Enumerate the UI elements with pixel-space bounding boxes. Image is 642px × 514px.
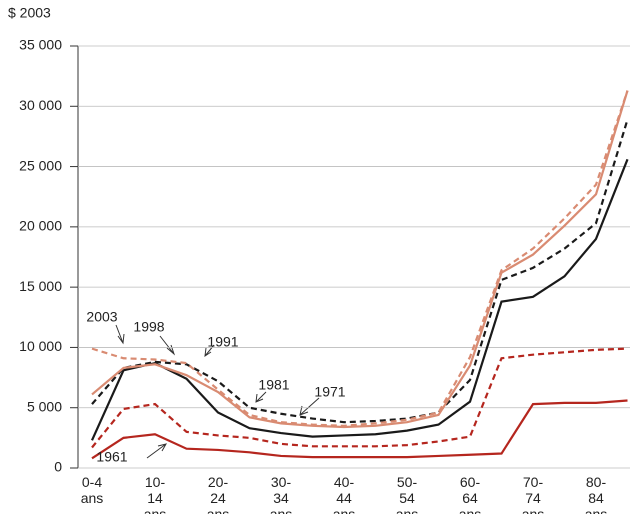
series-annotation: 2003 — [86, 309, 117, 325]
y-tick-label: 5 000 — [27, 398, 62, 414]
series-annotation: 1991 — [207, 334, 238, 350]
arrow — [204, 344, 215, 358]
x-tick-label: 80-84 ans — [584, 474, 608, 514]
y-tick-label: 25 000 — [19, 157, 62, 173]
x-tick-label: 50-54 ans — [395, 474, 419, 514]
series-line — [91, 90, 629, 429]
x-tick-label: 30-34 ans — [269, 474, 293, 514]
arrow — [115, 324, 125, 345]
annotation-arrows — [115, 324, 320, 459]
x-tick-label: 0-4 ans — [80, 474, 104, 506]
x-tick-label: 70-74 ans — [521, 474, 545, 514]
x-tick-label: 60-64 ans — [458, 474, 482, 514]
series-line — [91, 119, 629, 424]
y-tick-label: 10 000 — [19, 338, 62, 354]
series-line — [91, 347, 628, 449]
series-line — [91, 90, 629, 427]
arrow — [146, 443, 168, 459]
arrow — [299, 397, 320, 416]
y-axis-label: $ 2003 — [8, 5, 51, 21]
y-tick-label: 30 000 — [19, 97, 62, 113]
y-tick-label: 0 — [54, 459, 62, 475]
series-annotation: 1971 — [314, 384, 345, 400]
series-annotation: 1981 — [258, 377, 289, 393]
y-tick-label: 15 000 — [19, 278, 62, 294]
grid — [78, 45, 630, 469]
y-tick-label: 20 000 — [19, 218, 62, 234]
series-line — [90, 158, 629, 441]
x-tick-label: 20-24 ans — [206, 474, 230, 514]
arrow — [159, 335, 176, 356]
arrow — [255, 391, 267, 403]
x-tick-label: 40-44 ans — [332, 474, 356, 514]
x-tick-label: 10-14 ans — [143, 474, 167, 514]
y-tick-label: 35 000 — [19, 37, 62, 53]
series-annotation: 1961 — [96, 449, 127, 465]
series-line — [91, 399, 628, 460]
series-annotation: 1998 — [133, 319, 164, 335]
